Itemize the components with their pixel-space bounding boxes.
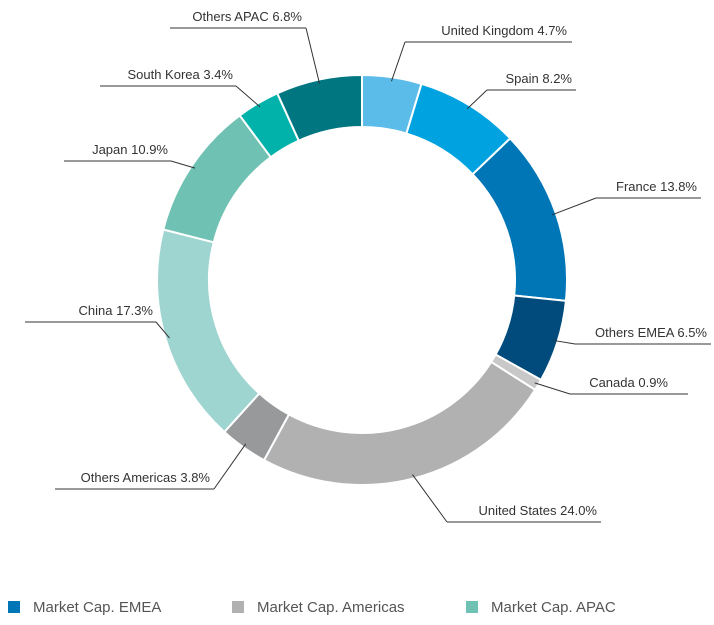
slice-value: 13.8%: [660, 179, 697, 194]
legend-label: Market Cap. APAC: [491, 599, 616, 616]
slice-name: Others EMEA: [595, 325, 675, 340]
slice-label: Others APAC 6.8%: [192, 9, 302, 24]
slice-value: 10.9%: [131, 142, 168, 157]
slice-value: 6.8%: [272, 9, 302, 24]
leader-line: [305, 27, 320, 84]
slice-name: Japan: [92, 142, 127, 157]
slice-value: 6.5%: [677, 325, 707, 340]
leader-line: [412, 474, 448, 523]
slice: [262, 360, 537, 486]
leader-line: [213, 443, 247, 490]
slice-label: Canada 0.9%: [589, 375, 668, 390]
leader-line: [155, 321, 170, 339]
slice-label: Others EMEA 6.5%: [595, 325, 707, 340]
slice-label: Others Americas 3.8%: [81, 470, 211, 485]
slice-value: 0.9%: [638, 375, 668, 390]
slice-label: France 13.8%: [616, 179, 697, 194]
slice-name: China: [79, 303, 114, 318]
leader-line: [553, 339, 576, 345]
slice: [471, 136, 568, 302]
slice: [156, 228, 261, 434]
slice-name: Spain: [505, 71, 538, 86]
slice-name: Others Americas: [81, 470, 178, 485]
slice-name: United Kingdom: [441, 23, 534, 38]
legend-label: Market Cap. EMEA: [33, 599, 161, 616]
slice-label: Japan 10.9%: [92, 142, 168, 157]
legend-swatch: [466, 601, 478, 613]
slice-name: Others APAC: [192, 9, 268, 24]
slice-value: 3.4%: [203, 67, 233, 82]
slice-value: 17.3%: [116, 303, 153, 318]
slice: [275, 73, 363, 142]
slice-name: United States: [478, 503, 557, 518]
legend-label: Market Cap. Americas: [257, 599, 405, 616]
slice-name: South Korea: [127, 67, 200, 82]
legend-swatch: [8, 601, 20, 613]
slice-name: Canada: [589, 375, 635, 390]
slice-value: 3.8%: [180, 470, 210, 485]
slice-label: United Kingdom 4.7%: [441, 23, 567, 38]
slice-label: United States 24.0%: [478, 503, 597, 518]
slice-label: Spain 8.2%: [505, 71, 572, 86]
leader-line: [466, 89, 488, 110]
slice-value: 24.0%: [560, 503, 597, 518]
leader-line: [391, 41, 406, 82]
slice-value: 8.2%: [542, 71, 572, 86]
slice-value: 4.7%: [537, 23, 567, 38]
slice-label: China 17.3%: [79, 303, 154, 318]
leader-line: [235, 85, 261, 108]
slice-label: South Korea 3.4%: [127, 67, 233, 82]
leader-line: [551, 197, 597, 216]
slice-name: France: [616, 179, 656, 194]
legend-swatch: [232, 601, 244, 613]
leader-line: [170, 160, 196, 169]
leader-line: [534, 382, 571, 395]
